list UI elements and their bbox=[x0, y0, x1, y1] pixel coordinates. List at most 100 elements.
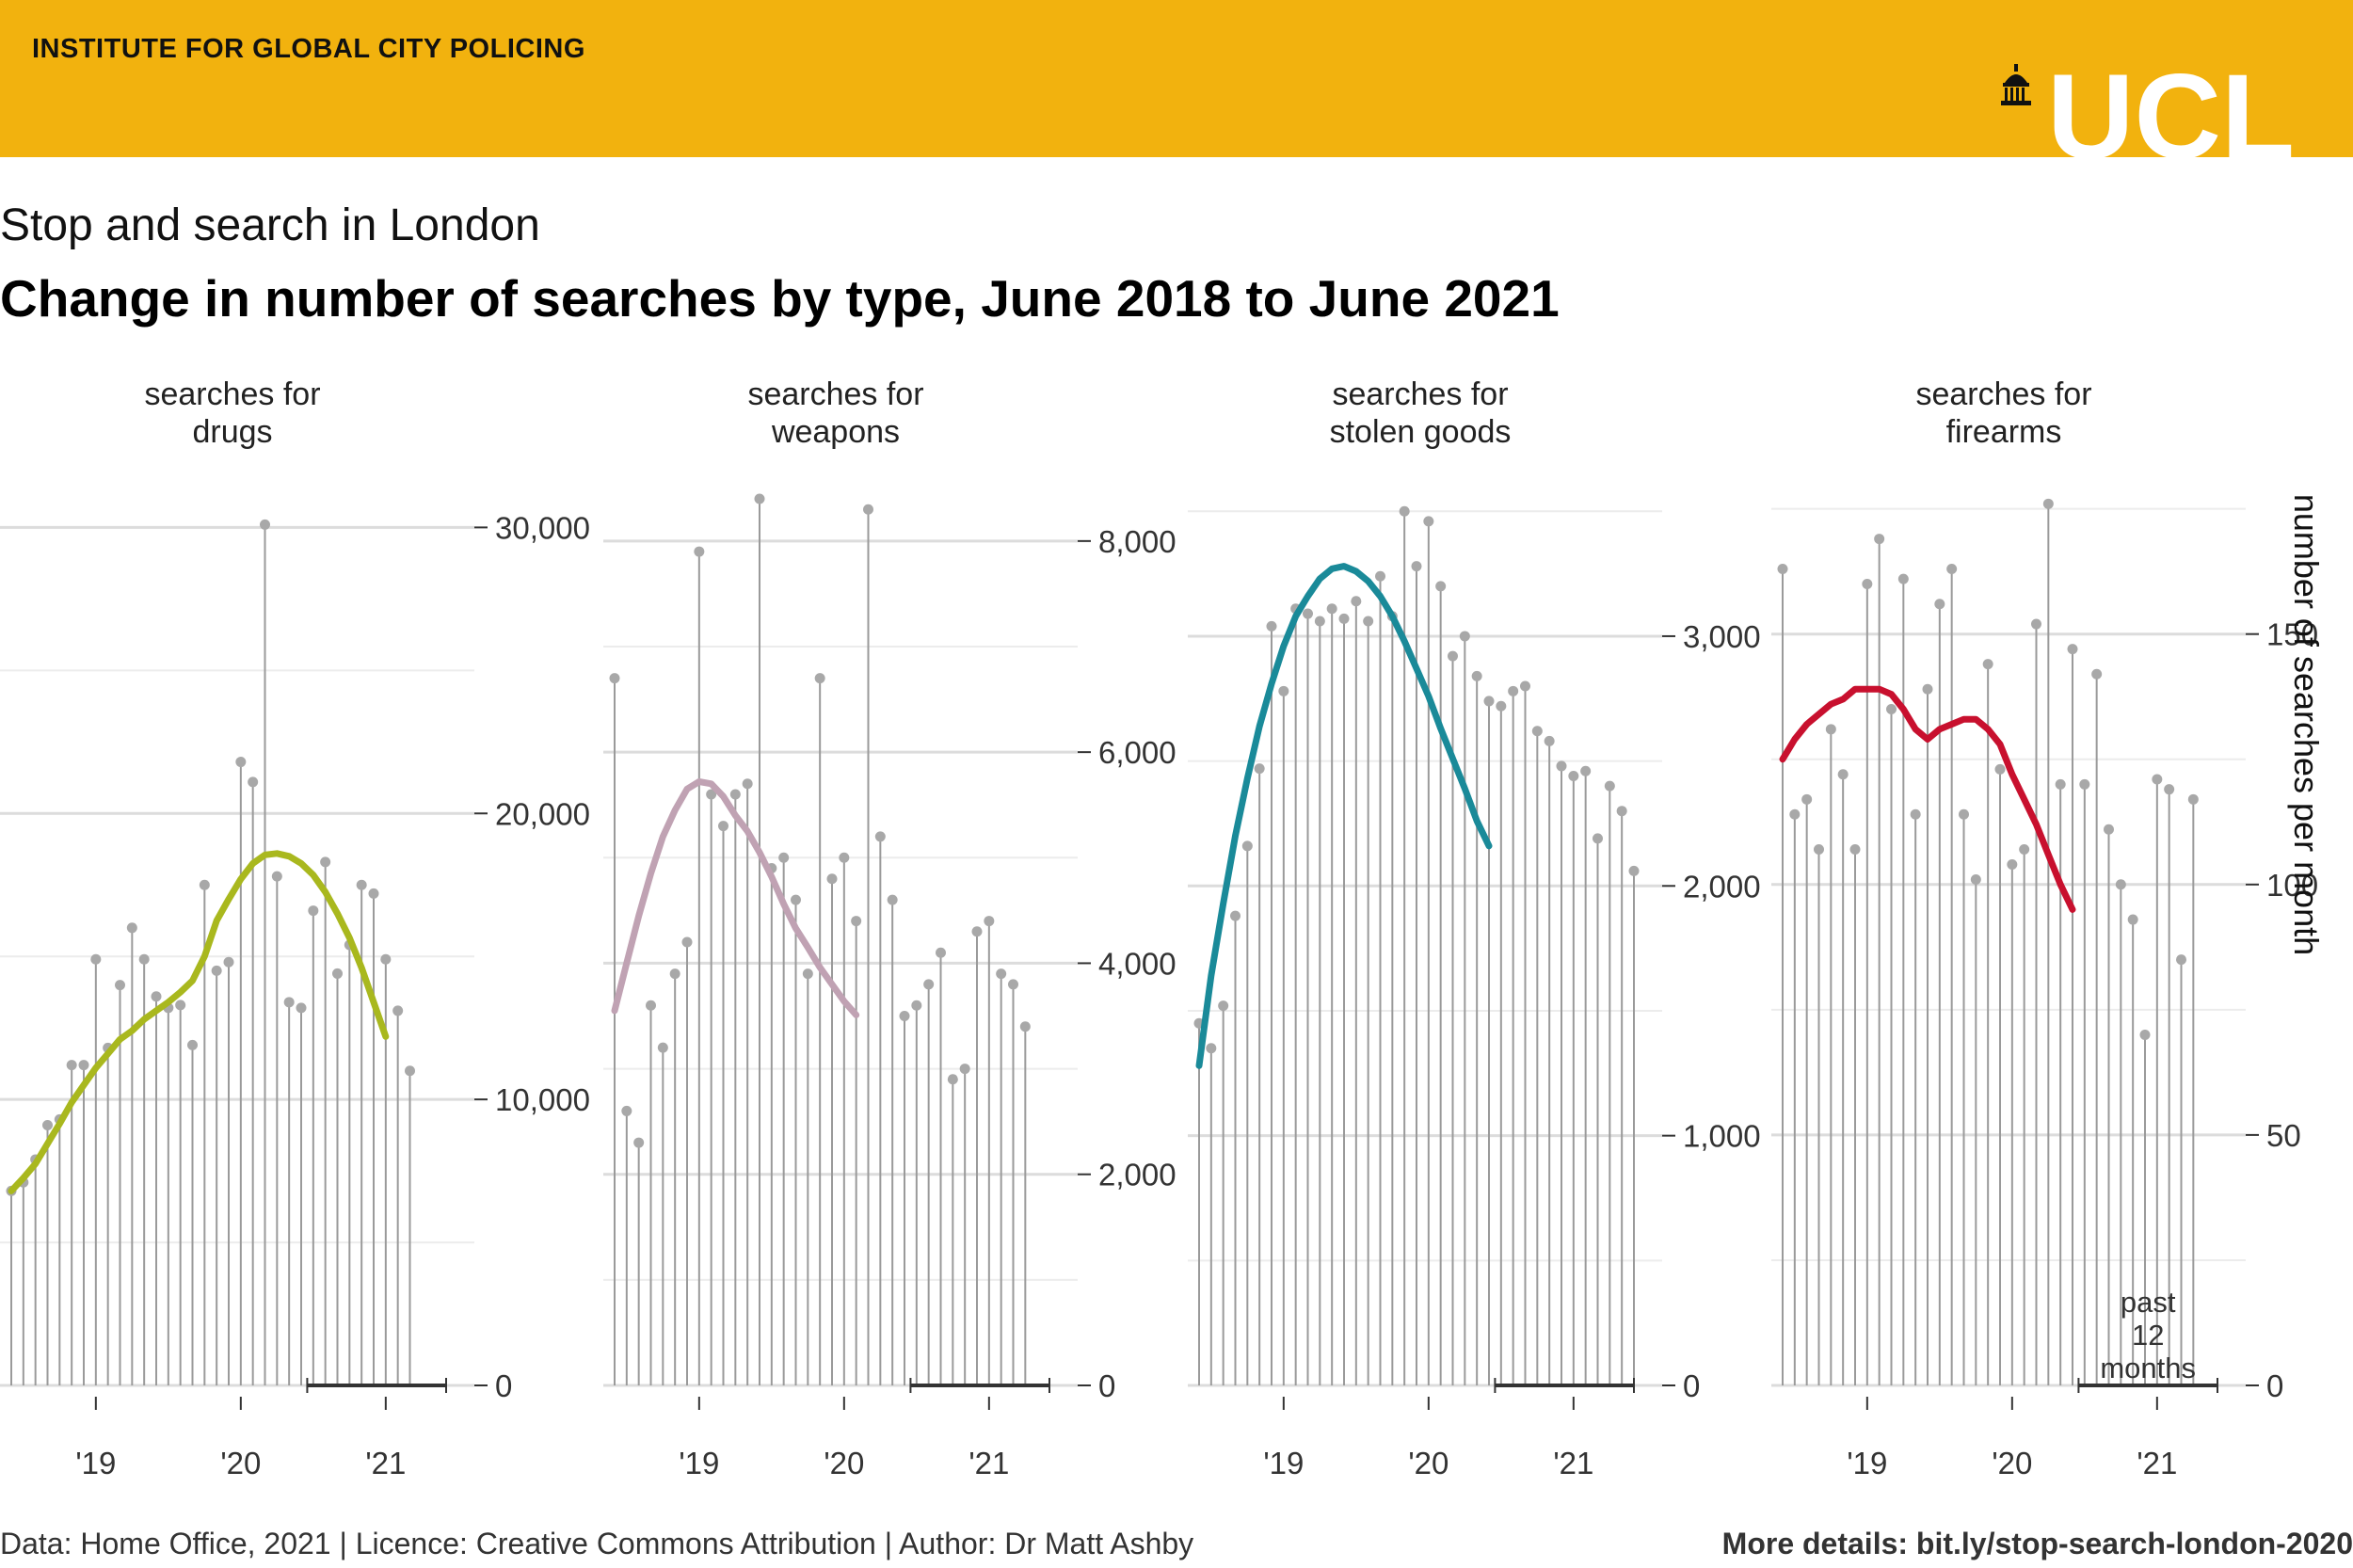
data-point bbox=[2079, 778, 2090, 790]
data-point bbox=[802, 968, 813, 980]
data-point bbox=[1837, 769, 1849, 780]
data-point bbox=[199, 879, 210, 890]
data-point bbox=[283, 997, 295, 1008]
data-point bbox=[66, 1060, 77, 1071]
data-point bbox=[126, 922, 137, 934]
trend-line bbox=[611, 778, 860, 1018]
data-point bbox=[874, 831, 886, 842]
data-point bbox=[2055, 778, 2066, 790]
data-point bbox=[42, 1119, 53, 1130]
data-point bbox=[1814, 844, 1824, 856]
data-point bbox=[1580, 765, 1592, 776]
data-point bbox=[1959, 808, 1969, 820]
y-tick-label: 0 bbox=[495, 1368, 512, 1403]
data-point bbox=[899, 1011, 910, 1021]
data-point bbox=[175, 1000, 186, 1011]
data-point bbox=[1897, 573, 1909, 584]
y-tick-label: 0 bbox=[1098, 1368, 1115, 1403]
data-point bbox=[984, 916, 995, 927]
data-point bbox=[271, 871, 282, 882]
data-point bbox=[2152, 774, 2163, 785]
data-point bbox=[1616, 806, 1627, 817]
y-tick-label: 3,000 bbox=[1683, 619, 1761, 654]
portico-icon bbox=[2001, 64, 2031, 105]
panel-1: 0 2,000 4,000 6,000 8,000 '19 '20 '21 searches f… bbox=[603, 376, 1176, 1480]
data-point bbox=[1338, 613, 1350, 624]
facet-label: firearms bbox=[1946, 414, 2062, 450]
data-point bbox=[1411, 561, 1422, 572]
data-point bbox=[332, 968, 343, 979]
data-point bbox=[1019, 1021, 1031, 1032]
data-point bbox=[392, 1005, 404, 1016]
data-point bbox=[754, 493, 765, 504]
x-tick-label: '21 bbox=[1553, 1446, 1593, 1480]
facet-label: searches for bbox=[1915, 376, 2091, 412]
facet-label: searches for bbox=[144, 376, 320, 412]
x-tick-label: '20 bbox=[1992, 1446, 2032, 1480]
data-point bbox=[211, 965, 222, 976]
data-point bbox=[863, 504, 873, 515]
data-point bbox=[729, 789, 741, 800]
data-point bbox=[1593, 833, 1603, 844]
y-tick-label: 100 bbox=[2266, 868, 2318, 903]
data-point bbox=[1886, 704, 1897, 715]
y-tick-label: 20,000 bbox=[495, 796, 590, 831]
data-point bbox=[1970, 873, 1981, 885]
data-point bbox=[2091, 668, 2103, 680]
header-banner: INSTITUTE FOR GLOBAL CITY POLICING UCL bbox=[0, 0, 2353, 158]
facet-label: stolen goods bbox=[1330, 414, 1512, 450]
data-point bbox=[621, 1105, 632, 1116]
data-point bbox=[1982, 659, 1993, 670]
data-point bbox=[2104, 824, 2114, 835]
data-point bbox=[1994, 763, 2006, 775]
data-point bbox=[1278, 685, 1289, 696]
data-point bbox=[936, 947, 946, 958]
data-point bbox=[2139, 1029, 2151, 1040]
data-point bbox=[1496, 700, 1507, 712]
data-point bbox=[1399, 505, 1410, 517]
data-point bbox=[2019, 844, 2030, 856]
institute-name: INSTITUTE FOR GLOBAL CITY POLICING bbox=[32, 34, 585, 64]
data-point bbox=[1946, 564, 1958, 575]
y-tick-label: 2,000 bbox=[1683, 869, 1761, 904]
data-point bbox=[151, 991, 162, 1002]
data-point bbox=[1508, 685, 1519, 696]
y-tick-label: 30,000 bbox=[495, 510, 590, 545]
data-point bbox=[971, 926, 983, 937]
data-point bbox=[1423, 516, 1434, 527]
y-tick-label: 1,000 bbox=[1683, 1119, 1761, 1154]
data-point bbox=[694, 546, 705, 557]
x-tick-label: '20 bbox=[220, 1446, 261, 1480]
chart-title: Change in number of searches by type, Ju… bbox=[0, 269, 1560, 328]
data-point bbox=[1254, 763, 1265, 775]
data-point bbox=[1628, 865, 1640, 876]
ucl-logo-text: UCL bbox=[2047, 62, 2295, 158]
data-point bbox=[1556, 760, 1567, 772]
data-point bbox=[90, 953, 102, 965]
data-point bbox=[851, 916, 862, 927]
data-point bbox=[1568, 771, 1579, 782]
y-axis-title: number of searches per month bbox=[2287, 493, 2326, 956]
data-point bbox=[1789, 808, 1801, 820]
data-point bbox=[1241, 840, 1253, 852]
data-point bbox=[320, 856, 331, 868]
facet-label: drugs bbox=[192, 414, 272, 450]
x-tick-label: '20 bbox=[824, 1446, 864, 1480]
data-point bbox=[1448, 650, 1458, 662]
annotation-text: 12 bbox=[2132, 1319, 2164, 1352]
data-point bbox=[1934, 599, 1945, 610]
y-tick-label: 2,000 bbox=[1098, 1158, 1176, 1192]
data-point bbox=[2042, 498, 2054, 509]
panel-2: 0 1,000 2,000 3,000 '19 '20 '21 searches forsto… bbox=[1188, 376, 1761, 1480]
data-point bbox=[78, 1060, 89, 1071]
facet-label: searches for bbox=[1332, 376, 1508, 412]
footer-link[interactable]: More details: bit.ly/stop-search-london-… bbox=[1721, 1527, 2353, 1560]
x-tick-label: '21 bbox=[2137, 1446, 2177, 1480]
data-point bbox=[718, 821, 728, 832]
data-point bbox=[657, 1042, 668, 1053]
data-point bbox=[2176, 954, 2186, 966]
data-point bbox=[1218, 1000, 1229, 1012]
data-point bbox=[1471, 670, 1482, 681]
